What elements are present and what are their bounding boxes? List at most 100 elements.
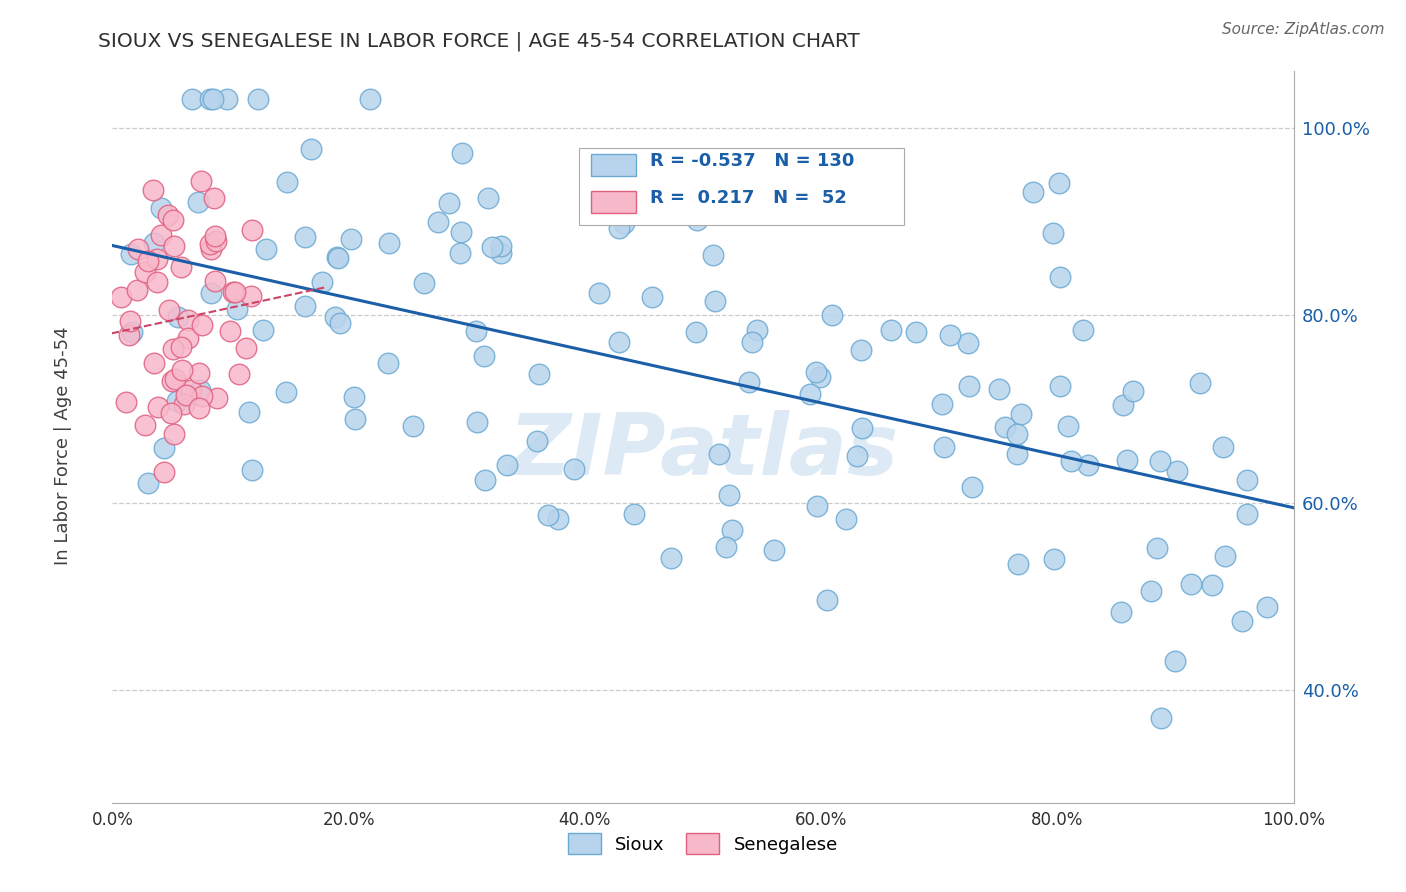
Point: [167, 310, 190, 325]
Point: [741, 335, 763, 350]
Point: [465, 416, 488, 430]
Point: [737, 375, 759, 389]
Point: [162, 343, 184, 357]
Point: [623, 508, 645, 522]
Point: [808, 370, 831, 384]
Point: [145, 275, 167, 289]
Point: [1060, 453, 1083, 467]
Point: [527, 367, 550, 381]
Point: [160, 405, 183, 419]
Point: [880, 323, 903, 337]
Point: [641, 290, 664, 304]
Point: [325, 250, 347, 264]
Point: [198, 236, 221, 251]
Point: [238, 405, 260, 419]
Point: [562, 462, 585, 476]
Point: [439, 196, 461, 211]
Point: [489, 238, 512, 252]
Point: [150, 228, 173, 243]
Point: [173, 397, 195, 411]
Point: [120, 247, 142, 261]
Text: ZIPatlas: ZIPatlas: [508, 410, 898, 493]
Point: [607, 221, 630, 235]
Point: [329, 316, 352, 330]
Point: [1005, 427, 1028, 442]
Point: [200, 286, 222, 301]
Point: [537, 508, 560, 522]
Point: [1122, 384, 1144, 398]
Point: [276, 175, 298, 189]
Point: [146, 252, 169, 267]
Point: [1109, 605, 1132, 619]
Point: [1073, 323, 1095, 337]
Point: [162, 374, 184, 388]
Point: [745, 323, 768, 337]
Point: [465, 324, 488, 338]
Point: [198, 93, 221, 107]
Point: [200, 242, 222, 256]
Point: [188, 384, 211, 398]
Point: [204, 228, 226, 243]
Point: [526, 434, 548, 449]
Point: [1164, 654, 1187, 668]
Point: [311, 275, 333, 289]
Point: [1112, 398, 1135, 412]
Point: [932, 440, 955, 454]
Point: [449, 246, 471, 260]
Point: [378, 236, 401, 251]
Point: [228, 367, 250, 381]
Point: [806, 365, 828, 379]
Point: [152, 465, 174, 479]
Point: [188, 401, 211, 415]
Point: [762, 542, 785, 557]
Point: [191, 389, 214, 403]
Point: [1146, 541, 1168, 556]
Point: [252, 323, 274, 337]
Point: [613, 216, 636, 230]
Point: [247, 93, 270, 107]
Point: [1005, 447, 1028, 461]
Point: [170, 341, 193, 355]
Point: [806, 499, 828, 513]
Point: [162, 212, 184, 227]
Point: [188, 366, 211, 380]
Point: [402, 419, 425, 434]
Point: [340, 232, 363, 246]
Point: [474, 473, 496, 487]
Point: [817, 592, 839, 607]
Point: [607, 335, 630, 350]
Point: [153, 442, 176, 456]
Point: [718, 488, 741, 502]
Point: [377, 356, 399, 370]
Point: [157, 302, 180, 317]
Point: [149, 201, 172, 215]
Point: [1189, 376, 1212, 390]
Point: [1057, 419, 1080, 434]
Point: [1212, 440, 1234, 454]
Point: [142, 235, 165, 250]
Point: [359, 93, 381, 107]
Point: [1230, 614, 1253, 628]
Point: [821, 308, 844, 322]
Point: [143, 356, 166, 370]
Point: [1256, 599, 1278, 614]
Point: [702, 248, 724, 262]
Point: [344, 411, 367, 425]
Point: [1236, 473, 1258, 487]
Point: [235, 341, 257, 355]
Point: [1166, 464, 1188, 478]
Point: [931, 397, 953, 411]
Point: [1180, 577, 1202, 591]
Point: [191, 318, 214, 333]
Point: [226, 302, 249, 317]
Point: [451, 145, 474, 160]
Point: [174, 387, 197, 401]
Point: [162, 239, 184, 253]
Point: [851, 420, 873, 434]
Point: [720, 523, 742, 537]
Point: [294, 229, 316, 244]
Point: [489, 245, 512, 260]
Point: [157, 209, 180, 223]
Point: [204, 274, 226, 288]
Point: [328, 251, 350, 265]
